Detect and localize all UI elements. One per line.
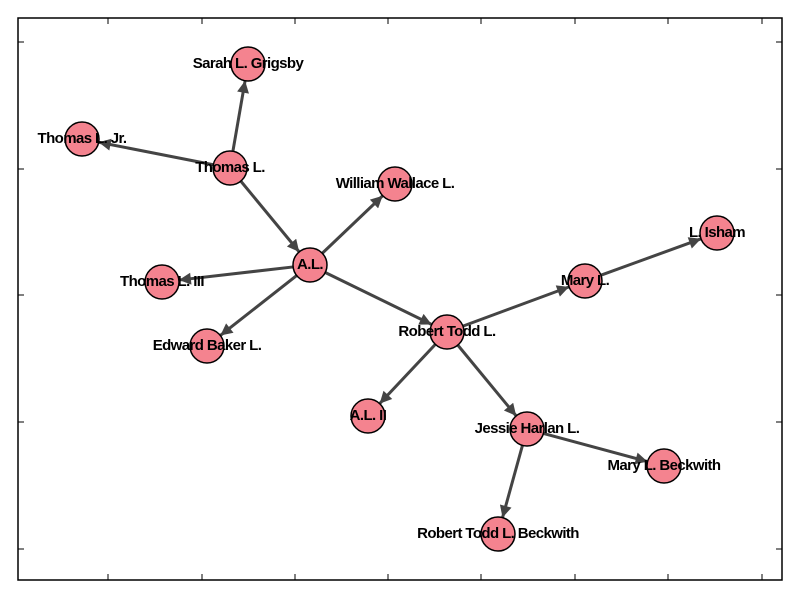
- nodes: Sarah L. Grigsby Thomas L. Jr. Thomas L. Wi…: [38, 46, 746, 552]
- node-label: A.L.: [297, 256, 323, 273]
- edge: [600, 237, 702, 277]
- node-label: Sarah L. Grigsby: [193, 55, 305, 72]
- node-label: Mary L. Beckwith: [608, 457, 721, 474]
- node: [480, 516, 516, 552]
- node: [429, 314, 465, 350]
- node: [350, 398, 386, 434]
- node: [212, 150, 248, 186]
- node-label: Mary L.: [561, 272, 610, 289]
- ticks: [18, 18, 782, 580]
- edge: [462, 285, 570, 328]
- edge: [239, 180, 301, 253]
- node: [646, 448, 682, 484]
- edge: [219, 274, 298, 337]
- node-label: A.L. II: [350, 407, 387, 424]
- node: [699, 215, 735, 251]
- edge: [456, 344, 518, 417]
- edge: [324, 271, 433, 326]
- edge: [378, 343, 437, 405]
- node-label: Jessie Harlan L.: [475, 420, 580, 437]
- edge: [321, 194, 384, 255]
- edge: [543, 431, 648, 465]
- edge: [98, 138, 214, 167]
- node: [144, 264, 180, 300]
- node: [64, 121, 100, 157]
- frame: [17, 17, 783, 581]
- node-label: Thomas L. III: [120, 273, 204, 290]
- node-label: Thomas L. Jr.: [38, 130, 127, 147]
- node-label: L. Isham: [689, 224, 745, 241]
- node-label: Thomas L.: [195, 159, 265, 176]
- node-label: Edward Baker L.: [153, 337, 262, 354]
- node: [189, 328, 225, 364]
- node-label: Robert Todd L.: [398, 323, 496, 340]
- node: [230, 46, 266, 82]
- node: [509, 411, 545, 447]
- node-label: William Wallace L.: [336, 175, 455, 192]
- node-label: Robert Todd L. Beckwith: [417, 525, 579, 542]
- edge: [178, 265, 294, 285]
- edge: [499, 444, 524, 519]
- node: [292, 247, 328, 283]
- edge: [231, 80, 249, 152]
- edges: [98, 80, 702, 519]
- node: [567, 263, 603, 299]
- node: [377, 166, 413, 202]
